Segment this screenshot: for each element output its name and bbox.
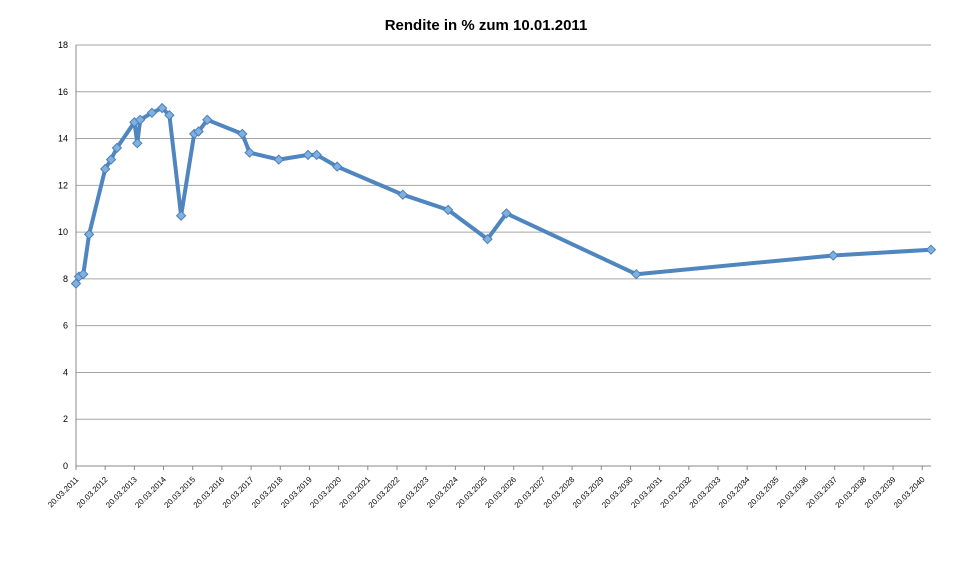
data-point	[311, 149, 322, 161]
grid-lines	[76, 44, 931, 420]
y-tick-label: 18	[58, 40, 68, 50]
data-point	[631, 268, 642, 280]
y-tick-label: 14	[58, 134, 68, 144]
chart-title: Rendite in % zum 10.01.2011	[385, 17, 588, 34]
data-point	[331, 161, 343, 172]
data-point	[175, 210, 187, 221]
data-point	[925, 244, 937, 255]
data-point	[202, 114, 213, 126]
y-tick-label: 4	[63, 367, 68, 377]
y-tick-label: 2	[63, 414, 68, 424]
data-point	[501, 208, 512, 219]
axes	[75, 45, 931, 470]
data-point	[111, 142, 123, 154]
data-point	[78, 268, 89, 280]
data-point	[99, 163, 111, 175]
series-layer	[70, 102, 937, 289]
y-tick-label: 12	[58, 180, 68, 190]
data-point	[83, 229, 95, 240]
data-point	[397, 189, 409, 200]
data-point	[442, 204, 454, 216]
data-point	[193, 126, 204, 137]
data-point	[146, 107, 158, 119]
data-point	[273, 154, 285, 165]
y-tick-label: 8	[63, 274, 68, 284]
data-point	[134, 114, 146, 126]
data-point	[70, 278, 82, 289]
y-tick-label: 16	[58, 87, 68, 97]
y-tick-label: 0	[63, 461, 68, 471]
data-point	[482, 233, 493, 245]
y-tick-labels: 0 2 4 6 8 10 12 14 16 18	[58, 40, 68, 471]
data-point	[302, 149, 314, 161]
data-point	[244, 147, 255, 158]
data-point	[156, 102, 168, 114]
data-point	[827, 250, 839, 261]
data-point	[237, 128, 248, 140]
y-tick-label: 6	[63, 321, 68, 331]
data-point	[132, 137, 143, 149]
y-tick-label: 10	[58, 227, 68, 237]
data-point	[105, 154, 117, 165]
data-point	[164, 109, 175, 121]
